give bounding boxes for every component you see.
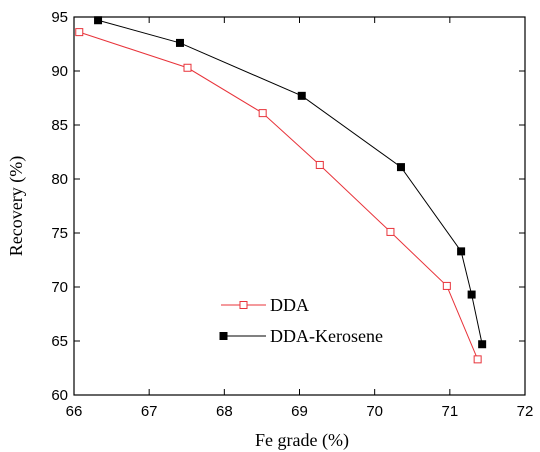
y-tick-label: 85 — [51, 117, 68, 134]
y-tick-label: 75 — [51, 225, 68, 242]
legend: DDA DDA-Kerosene — [219, 295, 383, 346]
data-point — [75, 28, 84, 37]
data-point — [297, 91, 306, 100]
x-tick-label: 70 — [366, 403, 383, 420]
data-point — [473, 355, 482, 364]
x-tick-label: 66 — [66, 403, 83, 420]
y-tick-label: 60 — [51, 387, 68, 404]
data-point — [386, 227, 395, 236]
series-layer — [75, 16, 487, 364]
axis-ticks: 66 67 68 69 70 71 72 60 65 70 75 80 85 90 95 — [51, 9, 533, 420]
y-axis-title: Recovery (%) — [6, 156, 27, 256]
series-1 — [75, 28, 482, 364]
legend-marker — [219, 332, 228, 340]
data-point — [467, 290, 476, 299]
y-tick-label: 80 — [51, 171, 68, 188]
data-point — [175, 38, 184, 47]
y-tick-label: 70 — [51, 279, 68, 296]
x-tick-label: 68 — [216, 403, 233, 420]
x-tick-label: 71 — [441, 403, 458, 420]
legend-item: DDA — [221, 295, 309, 315]
data-point — [258, 109, 267, 118]
data-point — [315, 160, 324, 169]
x-axis-title: Fe grade (%) — [255, 430, 349, 451]
data-point — [94, 16, 103, 25]
data-point — [478, 340, 487, 349]
series-2 — [94, 16, 487, 349]
y-tick-label: 65 — [51, 333, 68, 350]
data-point — [442, 281, 451, 290]
data-point — [183, 63, 192, 72]
legend-label: DDA — [270, 295, 309, 315]
legend-label: DDA-Kerosene — [270, 326, 383, 346]
x-tick-label: 67 — [141, 403, 158, 420]
legend-marker — [239, 301, 248, 309]
y-tick-label: 90 — [51, 63, 68, 80]
data-point — [396, 163, 405, 172]
legend-item: DDA-Kerosene — [219, 326, 383, 346]
data-point — [457, 247, 466, 256]
x-tick-label: 72 — [517, 403, 534, 420]
x-tick-label: 69 — [291, 403, 308, 420]
y-tick-label: 95 — [51, 9, 68, 26]
